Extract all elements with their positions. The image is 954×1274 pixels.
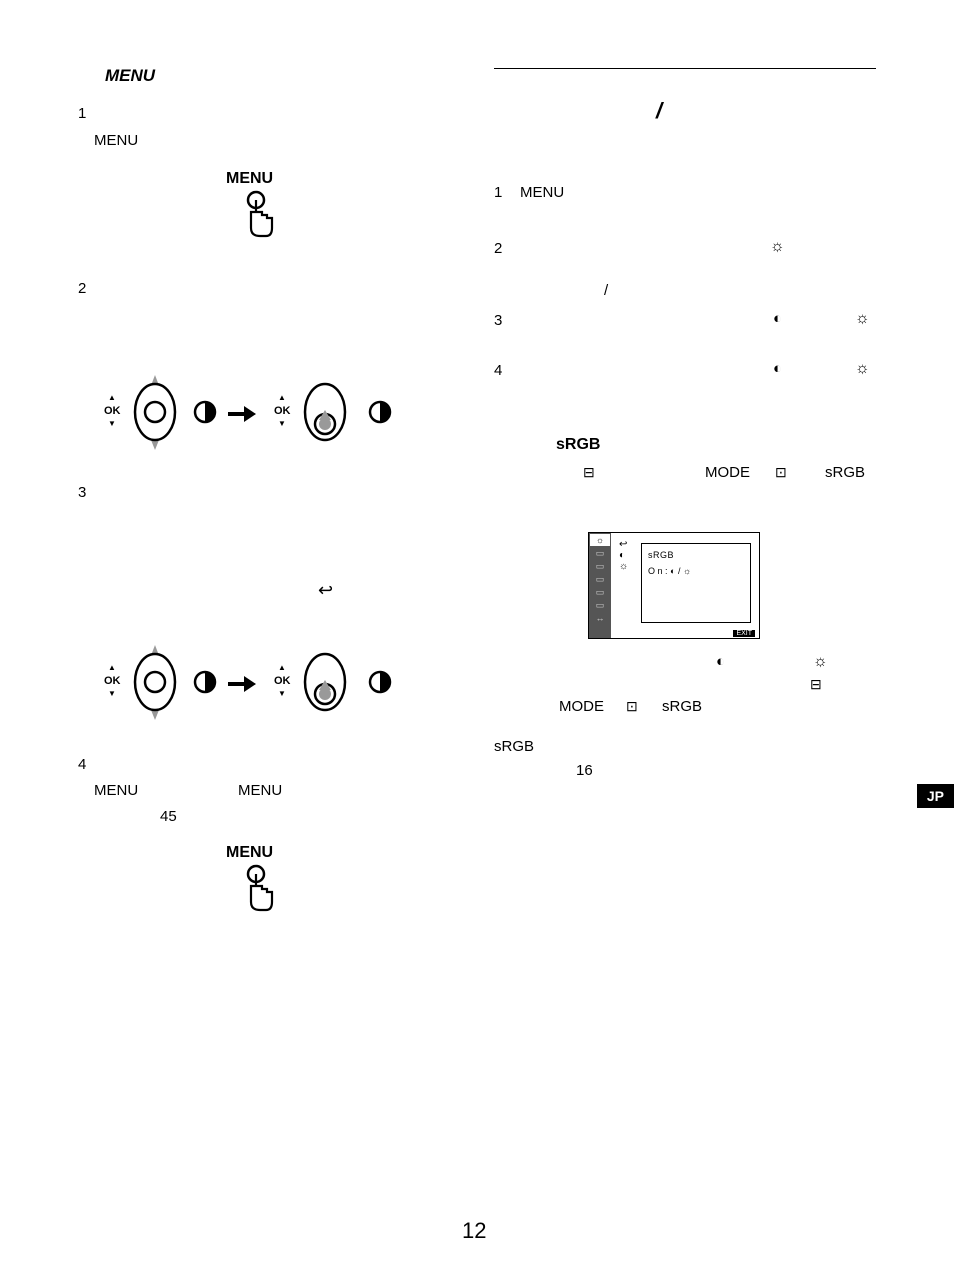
joystick-diagram-icon: ▲ OK ▼ ▲ OK ▼	[100, 370, 410, 480]
svg-text:▼: ▼	[278, 419, 286, 428]
step-text: MENU	[520, 184, 564, 201]
page-number: 12	[462, 1218, 486, 1244]
osd-preview: ☼ ▭ ▭ ▭ ▭ ▭ ↔ ↩ ◐ ☼ sRGB O n : ◐ / ☼ EXI…	[588, 532, 760, 639]
mode-text: MODE	[559, 698, 604, 715]
finger-press-icon	[238, 864, 278, 914]
srgb-text: sRGB	[494, 738, 534, 755]
step-number: 1	[494, 184, 502, 201]
svg-text:▼: ▼	[108, 419, 116, 428]
osd-main: ↩ ◐ ☼ sRGB O n : ◐ / ☼	[619, 539, 751, 572]
brightness-icon: ☼	[813, 653, 828, 671]
brightness-icon: ☼	[770, 238, 785, 256]
svg-text:OK: OK	[274, 405, 291, 417]
brightness-icon: ☼	[619, 561, 628, 572]
svg-text:▲: ▲	[108, 663, 116, 672]
pip-icon: ⊟	[810, 676, 822, 693]
osd-side-item: ▭	[590, 586, 610, 598]
svg-text:▼: ▼	[108, 689, 116, 698]
return-icon: ↩	[318, 580, 333, 601]
contrast-icon: ◐	[773, 310, 782, 327]
slash-heading: /	[656, 98, 662, 124]
svg-text:▲: ▲	[278, 393, 286, 402]
osd-side-item: ▭	[590, 599, 610, 611]
svg-text:▼: ▼	[278, 689, 286, 698]
svg-text:▲: ▲	[278, 663, 286, 672]
language-tab-jp: JP	[917, 784, 954, 808]
osd-inner-box: sRGB O n : ◐ / ☼	[641, 543, 751, 623]
osd-side-item: ▭	[590, 573, 610, 585]
brightness-icon: ☼	[855, 310, 870, 328]
srgb-16: 16	[576, 762, 593, 779]
contrast-icon: ◐	[716, 653, 725, 670]
step-menu-text: MENU	[94, 782, 138, 799]
srgb-text: sRGB	[662, 698, 702, 715]
osd-exit-label: EXIT	[733, 630, 755, 637]
step-45-text: 45	[160, 808, 177, 825]
osd-side-item: ↔	[590, 612, 610, 624]
step-number: 2	[494, 240, 502, 257]
return-icon: ↩	[619, 539, 627, 550]
contrast-icon: ◐	[619, 550, 625, 561]
mode-icon: ⊡	[626, 698, 638, 715]
step-slash: /	[604, 282, 608, 299]
contrast-icon: ◐	[773, 360, 782, 377]
contrast-icon: ◐	[670, 566, 675, 576]
mode-icon: ⊡	[775, 464, 787, 481]
menu-heading: MENU	[105, 66, 155, 86]
osd-title: sRGB	[648, 550, 744, 560]
step-number: 2	[78, 280, 86, 297]
osd-sidebar: ☼ ▭ ▭ ▭ ▭ ▭ ↔	[589, 533, 611, 638]
divider	[494, 68, 876, 69]
srgb-text: sRGB	[825, 464, 865, 481]
brightness-icon: ☼	[855, 360, 870, 378]
step-number: 3	[494, 312, 502, 329]
svg-text:▲: ▲	[108, 393, 116, 402]
osd-side-item: ☼	[590, 534, 610, 546]
srgb-heading: sRGB	[556, 436, 600, 454]
svg-text:OK: OK	[274, 675, 291, 687]
osd-for-line: O n : ◐ / ☼	[648, 566, 744, 576]
step-text: MENU	[94, 132, 138, 149]
menu-icon-label: MENU	[226, 844, 273, 862]
brightness-icon: ☼	[683, 566, 691, 576]
pip-icon: ⊟	[583, 464, 595, 481]
finger-press-icon	[238, 190, 278, 240]
osd-side-item: ▭	[590, 560, 610, 572]
step-number: 4	[78, 756, 86, 773]
joystick-diagram-icon: ▲ OK ▼ ▲ OK ▼	[100, 640, 410, 750]
mode-text: MODE	[705, 464, 750, 481]
menu-icon-label: MENU	[226, 170, 273, 188]
step-number: 3	[78, 484, 86, 501]
svg-text:OK: OK	[104, 675, 121, 687]
step-menu-text: MENU	[238, 782, 282, 799]
step-number: 1	[78, 105, 86, 122]
osd-side-item: ▭	[590, 547, 610, 559]
step-number: 4	[494, 362, 502, 379]
svg-text:OK: OK	[104, 405, 121, 417]
